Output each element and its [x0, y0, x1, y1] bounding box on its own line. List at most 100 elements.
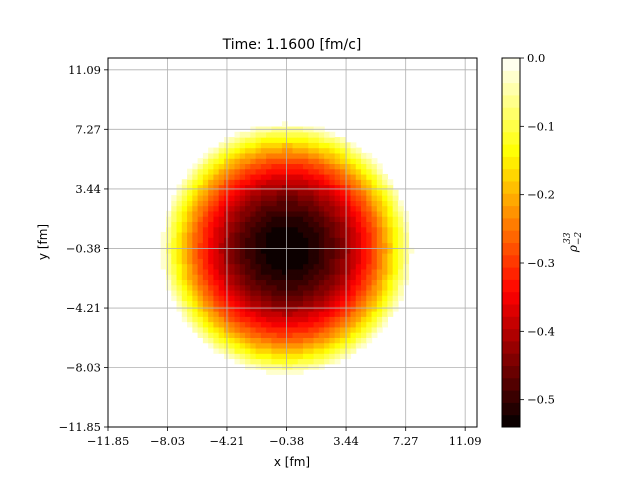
heatmap-cell — [208, 205, 215, 212]
heatmap-cell — [313, 316, 320, 323]
heatmap-cell — [303, 279, 309, 286]
heatmap-cell — [202, 163, 209, 170]
heatmap-cell — [202, 316, 209, 323]
heatmap-cell — [281, 295, 288, 302]
heatmap-cell — [213, 226, 220, 233]
heatmap-cell — [239, 258, 246, 265]
heatmap-cell — [218, 189, 225, 196]
heatmap-cell — [297, 247, 304, 254]
heatmap-cell — [313, 258, 320, 265]
heatmap-cell — [303, 231, 309, 238]
heatmap-cell — [255, 353, 262, 360]
heatmap-cell — [303, 137, 309, 143]
heatmap-cell — [287, 347, 294, 354]
heatmap-cell — [250, 189, 257, 196]
heatmap-cell — [339, 311, 346, 317]
colorbar-band — [502, 254, 520, 268]
heatmap-cell — [281, 200, 288, 207]
heatmap-cell — [255, 195, 262, 201]
heatmap-cell — [260, 358, 267, 365]
heatmap-cell — [376, 258, 383, 265]
heatmap-cell — [376, 289, 383, 296]
heatmap-cell — [160, 231, 167, 238]
heatmap-cell — [281, 221, 288, 228]
heatmap-cell — [329, 332, 336, 338]
heatmap-cell — [197, 184, 204, 191]
heatmap-cell — [229, 226, 236, 233]
heatmap-cell — [292, 305, 299, 312]
heatmap-cell — [266, 216, 273, 223]
heatmap-cell — [318, 268, 325, 275]
heatmap-cell — [292, 353, 299, 360]
heatmap-cell — [197, 263, 204, 270]
heatmap-cell — [397, 274, 404, 280]
heatmap-cell — [308, 189, 315, 196]
heatmap-cell — [313, 358, 320, 365]
heatmap-cell — [250, 363, 257, 370]
colorbar-band — [502, 230, 520, 243]
heatmap-cell — [345, 231, 352, 238]
heatmap-cell — [218, 179, 225, 186]
heatmap-cell — [371, 163, 378, 170]
heatmap-cell — [376, 279, 383, 286]
heatmap-cell — [292, 347, 299, 354]
heatmap-cell — [376, 305, 383, 312]
heatmap-cell — [371, 274, 378, 280]
heatmap-cell — [350, 205, 357, 212]
heatmap-cell — [218, 311, 225, 317]
heatmap-cell — [361, 279, 367, 286]
heatmap-cell — [303, 274, 309, 280]
heatmap-cell — [287, 326, 294, 333]
heatmap-cell — [234, 189, 241, 196]
heatmap-cell — [202, 284, 209, 291]
heatmap-cell — [266, 152, 273, 159]
heatmap-cell — [366, 332, 373, 338]
heatmap-cell — [361, 289, 367, 296]
heatmap-cell — [202, 221, 209, 228]
heatmap-cell — [339, 221, 346, 228]
heatmap-cell — [276, 237, 283, 244]
heatmap-cell — [355, 274, 362, 280]
heatmap-cell — [213, 295, 220, 302]
heatmap-cell — [324, 189, 330, 196]
heatmap-cell — [366, 179, 373, 186]
heatmap-cell — [276, 226, 283, 233]
heatmap-cell — [371, 300, 378, 307]
heatmap-cell — [313, 263, 320, 270]
heatmap-cell — [292, 163, 299, 170]
heatmap-cell — [387, 189, 394, 196]
heatmap-cell — [361, 221, 367, 228]
heatmap-cell — [234, 152, 241, 159]
heatmap-cell — [376, 300, 383, 307]
heatmap-cell — [334, 258, 341, 265]
heatmap-cell — [387, 253, 394, 259]
heatmap-cell — [350, 221, 357, 228]
heatmap-cell — [234, 200, 241, 207]
heatmap-cell — [213, 268, 220, 275]
heatmap-cell — [345, 216, 352, 223]
heatmap-cell — [234, 147, 241, 154]
heatmap-cell — [266, 137, 273, 143]
heatmap-cell — [176, 289, 183, 296]
heatmap-cell — [234, 231, 241, 238]
heatmap-cell — [260, 263, 267, 270]
heatmap-cell — [382, 210, 388, 217]
colorbar-band — [502, 353, 520, 366]
heatmap-cell — [260, 173, 267, 180]
heatmap-cell — [303, 237, 309, 244]
heatmap-cell — [361, 295, 367, 302]
heatmap-cell — [382, 263, 388, 270]
heatmap-cell — [187, 210, 193, 217]
heatmap-cell — [397, 226, 404, 233]
heatmap-cell — [197, 189, 204, 196]
heatmap-cell — [297, 295, 304, 302]
heatmap-cell — [382, 268, 388, 275]
heatmap-cell — [234, 258, 241, 265]
heatmap-cell — [292, 369, 299, 375]
heatmap-cell — [308, 253, 315, 259]
heatmap-cell — [366, 237, 373, 244]
heatmap-cell — [229, 247, 236, 254]
heatmap-cell — [376, 189, 383, 196]
heatmap-cell — [324, 258, 330, 265]
heatmap-cell — [181, 274, 188, 280]
